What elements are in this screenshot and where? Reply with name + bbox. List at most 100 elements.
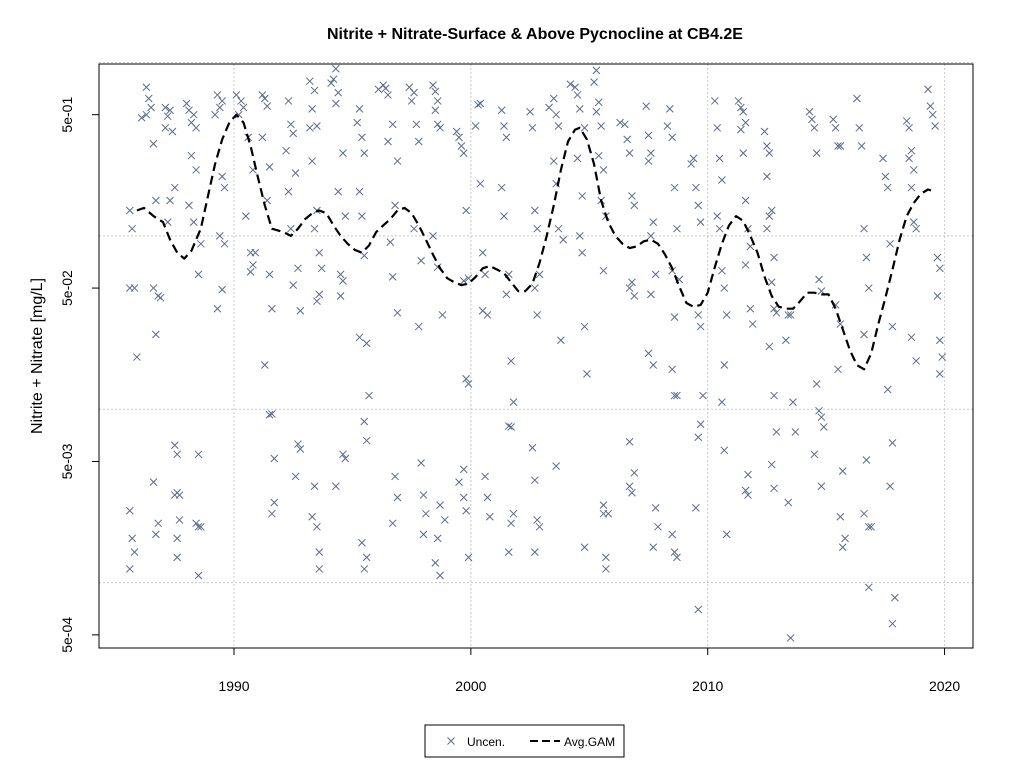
data-point-uncen [388,519,397,528]
data-point-uncen [185,201,193,210]
data-point-uncen [504,422,513,430]
data-point-uncen [763,224,771,233]
data-point-uncen [189,218,198,227]
data-point-uncen [296,306,305,315]
data-point-uncen [220,239,229,248]
data-point-uncen [694,311,703,319]
data-point-uncen [147,103,155,112]
data-point-uncen [905,123,913,132]
data-point-uncen [647,149,655,157]
data-point-uncen [580,123,589,132]
y-axis-title: Nitrite + Nitrate [mg/L] [29,278,46,434]
data-point-uncen [528,123,537,132]
data-point-uncen [860,509,868,518]
data-point-uncen [317,264,326,273]
data-point-uncen [665,105,674,113]
data-point-uncen [651,270,660,279]
data-point-uncen [552,462,560,470]
data-point-uncen [431,87,440,96]
data-point-uncen [358,133,366,142]
data-point-uncen [360,251,369,260]
data-point-uncen [142,83,151,92]
points-layer [125,64,947,642]
data-point-uncen [670,183,679,192]
data-point-uncen [268,509,276,518]
data-point-uncen [263,102,272,110]
data-point-uncen [391,201,399,210]
data-point-uncen [549,94,558,103]
data-point-uncen [362,553,371,562]
data-point-uncen [938,353,947,361]
data-point-uncen [668,365,677,374]
data-point-uncen [393,308,402,317]
data-point-uncen [767,206,776,215]
data-point-uncen [336,270,345,279]
data-point-uncen [163,112,172,121]
data-point-uncen [194,571,203,580]
data-point-uncen [166,196,174,205]
data-point-uncen [644,131,653,140]
data-point-uncen [156,293,165,302]
data-point-uncen [362,436,371,445]
data-point-uncen [575,232,584,240]
data-point-uncen [765,212,774,220]
x-axis: 1990 2000 2010 2020 [218,648,960,694]
data-point-uncen [194,450,203,459]
data-point-uncen [590,78,598,87]
data-point-uncen [881,172,890,181]
data-point-uncen [455,133,463,142]
data-point-uncen [722,530,731,539]
data-point-uncen [215,232,224,240]
data-point-uncen [332,482,340,491]
data-point-uncen [829,115,838,124]
data-point-uncen [260,361,269,369]
data-point-uncen [249,261,257,269]
data-point-uncen [791,428,800,436]
data-point-uncen [355,105,364,113]
data-point-uncen [436,123,444,132]
data-point-uncen [746,304,755,313]
data-point-uncen [429,232,437,240]
x-tick-label: 2020 [929,678,960,694]
data-point-uncen [838,467,847,475]
data-point-uncen [360,149,369,157]
data-point-uncen [602,553,610,562]
data-point-uncen [410,88,418,97]
data-point-uncen [239,103,248,112]
data-point-uncen [130,284,139,292]
data-point-uncen [485,512,494,521]
data-point-uncen [313,522,321,531]
data-point-uncen [268,304,276,313]
data-point-uncen [455,478,463,486]
data-point-uncen [692,504,700,512]
data-point-uncen [213,304,222,313]
data-point-uncen [696,322,705,331]
data-point-uncen [644,157,653,165]
data-point-uncen [341,454,350,463]
data-point-uncen [784,498,793,507]
data-point-uncen [625,482,634,491]
data-point-uncen [668,133,677,142]
data-point-uncen [192,166,200,174]
data-point-uncen [433,534,442,543]
data-point-uncen [308,157,317,165]
data-point-uncen [192,519,200,528]
data-point-uncen [857,142,866,150]
data-point-uncen [699,391,707,400]
data-point-uncen [154,519,163,528]
data-point-uncen [770,304,778,313]
y-tick-label: 5e-02 [59,270,75,306]
data-point-uncen [289,129,298,138]
data-point-uncen [251,248,260,257]
data-point-uncen [358,538,366,547]
data-point-uncen [554,122,563,130]
data-point-uncen [419,491,428,499]
data-point-uncen [433,120,442,129]
y-axis: 5e-04 5e-03 5e-02 5e-01 [59,97,99,653]
data-point-uncen [765,149,774,157]
data-point-uncen [836,512,845,521]
data-point-uncen [175,516,184,524]
data-point-uncen [294,264,302,273]
data-point-uncen [530,206,539,215]
data-point-uncen [599,501,608,509]
